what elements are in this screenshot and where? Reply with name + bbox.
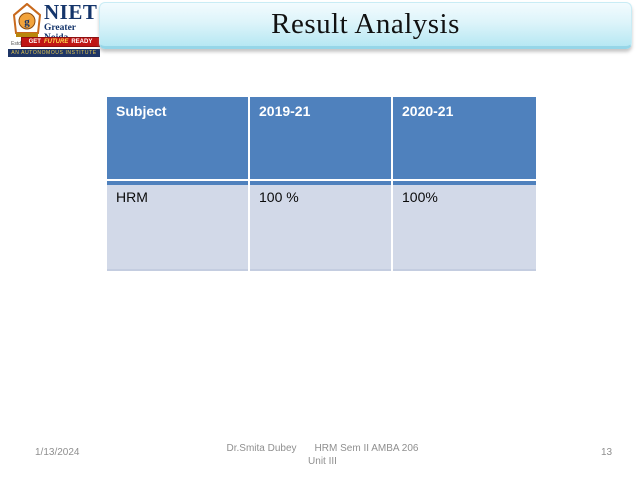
logo-autonomous-text: AN AUTONOMOUS INSTITUTE [11,49,97,56]
slide-title-bar: Result Analysis [99,2,632,49]
table-header-2020-21: 2020-21 [393,97,536,181]
logo-institute-name: NIET [44,0,98,24]
table-header-subject: Subject [107,97,248,181]
svg-text:g: g [24,16,30,28]
logo-slogan-future: FUTURE [43,39,69,45]
footer-credits: Dr.Smita Dubey HRM Sem II AMBA 206 Unit … [210,442,435,468]
footer-unit: Unit III [308,456,337,467]
table-cell-2020-21: 100% [393,181,536,271]
table-cell-subject: HRM [107,181,248,271]
logo-slogan-ready: READY [71,39,93,45]
table-header-2019-21: 2019-21 [250,97,391,181]
niet-logo: g NIET Greater Noida Estd. 2001 GET FUTU… [8,0,100,57]
niet-emblem-icon: g [12,3,42,37]
logo-slogan-banner: GET FUTURE READY [21,37,100,47]
footer-course: HRM Sem II AMBA 206 [314,443,419,454]
logo-slogan-get: GET [28,39,41,45]
table-cell-2019-21: 100 % [250,181,391,271]
footer-author: Dr.Smita Dubey [226,443,297,454]
footer-credits-line1: Dr.Smita Dubey HRM Sem II AMBA 206 [210,442,435,455]
footer-page-number: 13 [601,447,613,458]
result-table: Subject 2019-21 2020-21 HRM 100 % 100% [107,97,536,271]
footer-date: 1/13/2024 [35,447,80,458]
slide-title: Result Analysis [271,8,460,40]
logo-autonomous-band: AN AUTONOMOUS INSTITUTE [8,49,100,57]
